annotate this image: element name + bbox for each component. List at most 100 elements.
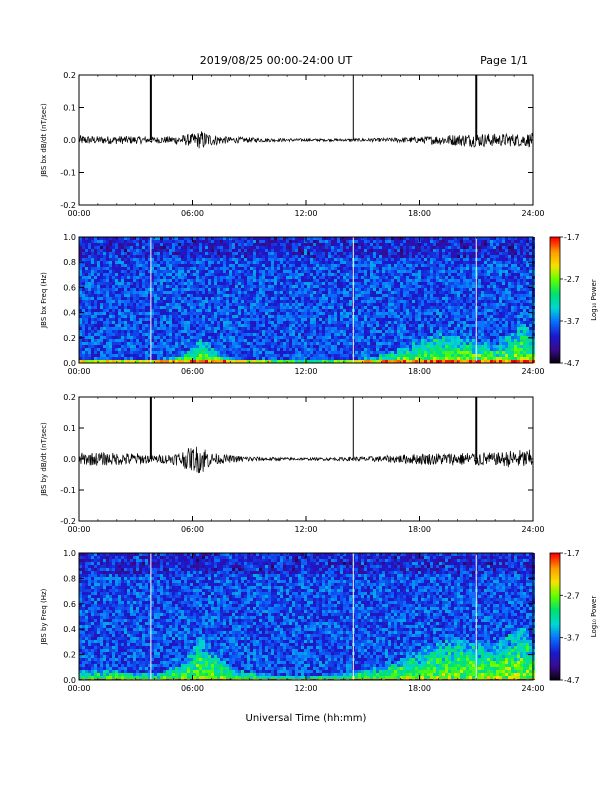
- spectrogram-cell: [151, 315, 154, 318]
- spectrogram-cell: [154, 279, 157, 282]
- spectrogram-cell: [142, 246, 145, 249]
- spectrogram-cell: [127, 327, 130, 330]
- spectrogram-cell: [301, 303, 304, 306]
- spectrogram-cell: [391, 270, 394, 273]
- spectrogram-cell: [274, 249, 277, 252]
- spectrogram-cell: [271, 282, 274, 285]
- spectrogram-cell: [364, 249, 367, 252]
- spectrogram-cell: [367, 297, 370, 300]
- spectrogram-cell: [166, 309, 169, 312]
- spectrogram-cell: [94, 345, 97, 348]
- spectrogram-cell: [283, 270, 286, 273]
- spectrogram-cell: [202, 330, 205, 333]
- spectrogram-cell: [280, 336, 283, 339]
- spectrogram-cell: [178, 336, 181, 339]
- spectrogram-cell: [421, 291, 424, 294]
- spectrogram-cell: [181, 327, 184, 330]
- spectrogram-cell: [262, 357, 265, 360]
- spectrogram-cell: [343, 270, 346, 273]
- spectrogram-cell: [376, 336, 379, 339]
- spectrogram-cell: [244, 312, 247, 315]
- spectrogram-cell: [136, 255, 139, 258]
- spectrogram-cell: [82, 297, 85, 300]
- spectrogram-cell: [199, 348, 202, 351]
- spectrogram-cell: [88, 333, 91, 336]
- spectrogram-cell: [166, 258, 169, 261]
- spectrogram-cell: [256, 273, 259, 276]
- spectrogram-cell: [106, 270, 109, 273]
- spectrogram-cell: [139, 240, 142, 243]
- spectrogram-cell: [358, 327, 361, 330]
- spectrogram-cell: [265, 246, 268, 249]
- spectrogram-cell: [94, 270, 97, 273]
- spectrogram-cell: [160, 240, 163, 243]
- spectrogram-cell: [340, 279, 343, 282]
- spectrogram-cell: [385, 243, 388, 246]
- spectrogram-cell: [223, 339, 226, 342]
- spectrogram-cell: [367, 255, 370, 258]
- spectrogram-cell: [265, 315, 268, 318]
- spectrogram-cell: [175, 282, 178, 285]
- spectrogram-cell: [367, 336, 370, 339]
- spectrogram-cell: [406, 243, 409, 246]
- spectrogram-cell: [376, 318, 379, 321]
- spectrogram-cell: [220, 264, 223, 267]
- spectrogram-cell: [178, 282, 181, 285]
- spectrogram-cell: [169, 273, 172, 276]
- spectrogram-cell: [307, 249, 310, 252]
- spectrogram-cell: [118, 321, 121, 324]
- spectrogram-cell: [193, 357, 196, 360]
- spectrogram-cell: [103, 309, 106, 312]
- spectrogram-cell: [280, 246, 283, 249]
- spectrogram-cell: [265, 354, 268, 357]
- spectrogram-cell: [97, 270, 100, 273]
- spectrogram-cell: [391, 276, 394, 279]
- spectrogram-cell: [301, 273, 304, 276]
- spectrogram-cell: [289, 297, 292, 300]
- spectrogram-cell: [115, 258, 118, 261]
- spectrogram-cell: [205, 318, 208, 321]
- spectrogram-cell: [358, 312, 361, 315]
- spectrogram-cell: [220, 282, 223, 285]
- spectrogram-cell: [388, 348, 391, 351]
- spectrogram-cell: [202, 258, 205, 261]
- spectrogram-cell: [283, 249, 286, 252]
- spectrogram-cell: [367, 342, 370, 345]
- spectrogram-cell: [106, 267, 109, 270]
- spectrogram-cell: [286, 345, 289, 348]
- spectrogram-cell: [421, 357, 424, 360]
- spectrogram-cell: [388, 291, 391, 294]
- spectrogram-cell: [349, 330, 352, 333]
- spectrogram-cell: [370, 324, 373, 327]
- spectrogram-cell: [298, 285, 301, 288]
- spectrogram-cell: [187, 240, 190, 243]
- spectrogram-cell: [175, 300, 178, 303]
- spectrogram-cell: [172, 282, 175, 285]
- spectrogram-cell: [370, 351, 373, 354]
- spectrogram-cell: [403, 279, 406, 282]
- spectrogram-cell: [118, 324, 121, 327]
- spectrogram-cell: [178, 339, 181, 342]
- spectrogram-cell: [274, 333, 277, 336]
- spectrogram-cell: [271, 336, 274, 339]
- spectrogram-cell: [334, 282, 337, 285]
- spectrogram-cell: [400, 345, 403, 348]
- spectrogram-cell: [241, 324, 244, 327]
- spectrogram-cell: [421, 249, 424, 252]
- spectrogram-cell: [241, 336, 244, 339]
- spectrogram-cell: [367, 339, 370, 342]
- spectrogram-cell: [406, 273, 409, 276]
- spectrogram-cell: [250, 240, 253, 243]
- spectrogram-cell: [409, 264, 412, 267]
- spectrogram-cell: [286, 243, 289, 246]
- spectrogram-cell: [94, 330, 97, 333]
- spectrogram-cell: [256, 348, 259, 351]
- spectrogram-cell: [421, 240, 424, 243]
- spectrogram-cell: [424, 312, 427, 315]
- spectrogram-cell: [394, 258, 397, 261]
- spectrogram-cell: [106, 327, 109, 330]
- spectrogram-cell: [175, 342, 178, 345]
- spectrogram-cell: [244, 258, 247, 261]
- spectrogram-cell: [427, 255, 430, 258]
- spectrogram-cell: [277, 291, 280, 294]
